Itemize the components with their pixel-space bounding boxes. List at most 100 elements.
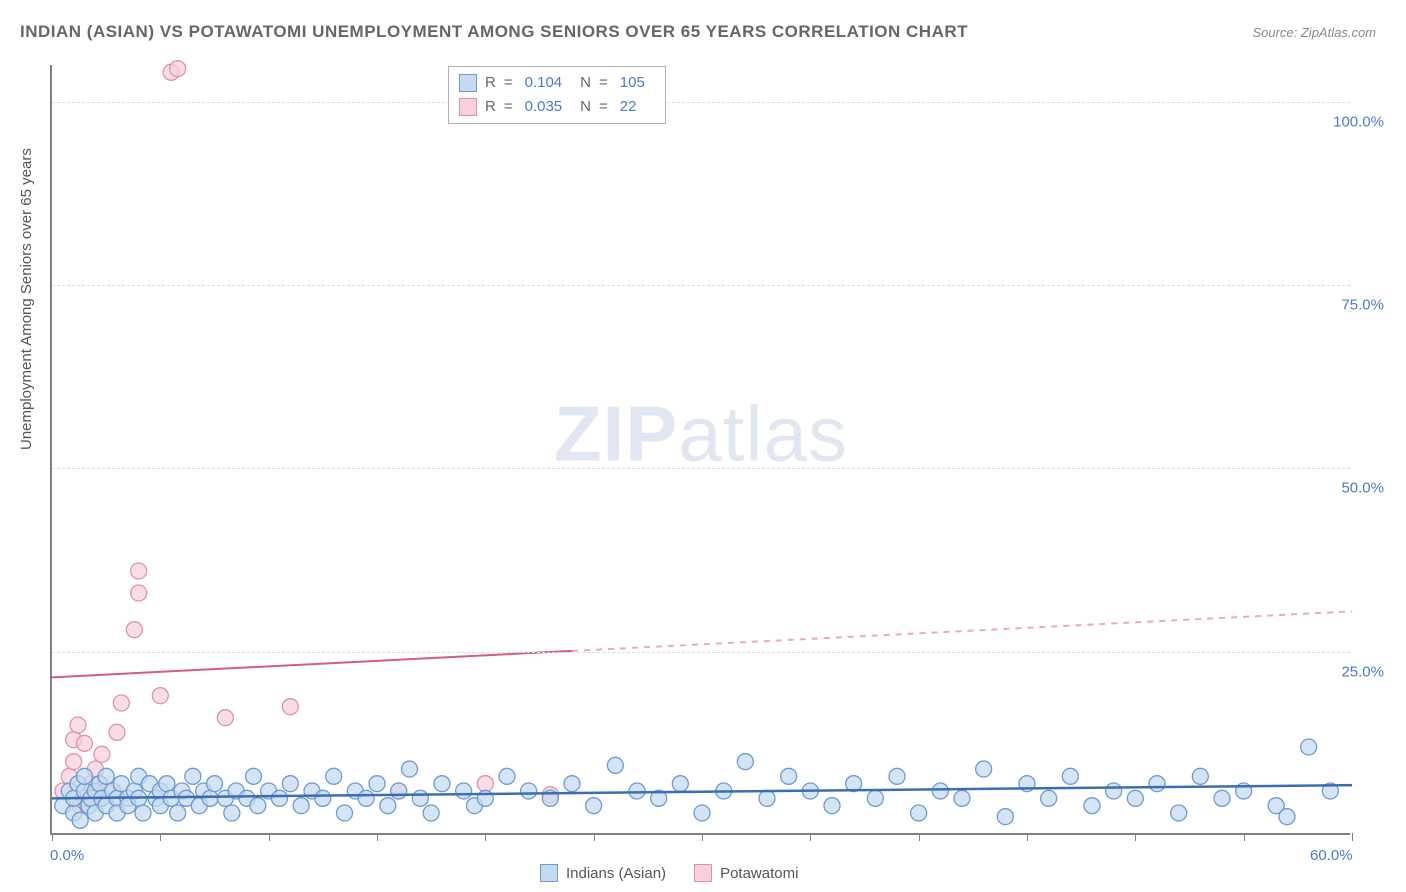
y-tick-label: 50.0% (1341, 480, 1384, 497)
data-point (976, 761, 992, 777)
data-point (1301, 739, 1317, 755)
data-point (456, 783, 472, 799)
gridline (52, 285, 1350, 286)
data-point (170, 805, 186, 821)
x-tick (810, 833, 811, 841)
data-point (564, 776, 580, 792)
data-point (954, 790, 970, 806)
data-point (159, 776, 175, 792)
correlation-legend: R = 0.104 N = 105 R = 0.035 N = 22 (448, 66, 666, 124)
x-tick (485, 833, 486, 841)
data-point (98, 768, 114, 784)
data-point (889, 768, 905, 784)
data-point (224, 805, 240, 821)
gridline (52, 468, 1350, 469)
data-point (66, 754, 82, 770)
data-point (1041, 790, 1057, 806)
data-point (282, 776, 298, 792)
data-point (326, 768, 342, 784)
y-axis-label: Unemployment Among Seniors over 65 years (18, 148, 35, 450)
x-tick (702, 833, 703, 841)
data-point (77, 735, 93, 751)
data-point (997, 809, 1013, 825)
data-point (607, 757, 623, 773)
data-point (202, 790, 218, 806)
x-tick (1135, 833, 1136, 841)
data-point (499, 768, 515, 784)
data-point (272, 790, 288, 806)
data-point (135, 805, 151, 821)
x-tick (52, 833, 53, 841)
data-point (170, 61, 186, 77)
data-point (1279, 809, 1295, 825)
swatch-indian-bottom (540, 864, 558, 882)
data-point (521, 783, 537, 799)
data-point (737, 754, 753, 770)
data-point (1084, 798, 1100, 814)
data-point (1192, 768, 1208, 784)
r-value-indian: 0.104 (525, 71, 563, 95)
data-point (282, 699, 298, 715)
data-point (694, 805, 710, 821)
legend-label-indian: Indians (Asian) (566, 865, 666, 882)
legend-row-indian: R = 0.104 N = 105 (459, 71, 655, 95)
data-point (109, 724, 125, 740)
x-tick (377, 833, 378, 841)
x-tick (919, 833, 920, 841)
data-point (126, 622, 142, 638)
data-point (1214, 790, 1230, 806)
y-tick-label: 100.0% (1333, 113, 1384, 130)
x-tick (594, 833, 595, 841)
data-point (412, 790, 428, 806)
data-point (824, 798, 840, 814)
data-point (672, 776, 688, 792)
data-point (77, 768, 93, 784)
data-point (358, 790, 374, 806)
scatter-plot: ZIPatlas (50, 65, 1350, 835)
data-point (293, 798, 309, 814)
n-value-potawatomi: 22 (620, 95, 637, 119)
data-point (1127, 790, 1143, 806)
data-point (94, 746, 110, 762)
chart-title: INDIAN (ASIAN) VS POTAWATOMI UNEMPLOYMEN… (20, 22, 968, 42)
swatch-indian (459, 74, 477, 92)
data-point (759, 790, 775, 806)
y-tick-label: 25.0% (1341, 663, 1384, 680)
legend-item-indian: Indians (Asian) (540, 864, 666, 882)
data-point (781, 768, 797, 784)
data-point (867, 790, 883, 806)
n-value-indian: 105 (620, 71, 645, 95)
gridline (52, 102, 1350, 103)
gridline (52, 652, 1350, 653)
data-point (131, 563, 147, 579)
data-point (217, 710, 233, 726)
data-point (72, 812, 88, 828)
x-tick (269, 833, 270, 841)
plot-svg (52, 65, 1350, 833)
x-tick-label: 60.0% (1310, 847, 1353, 864)
data-point (434, 776, 450, 792)
data-point (391, 783, 407, 799)
swatch-potawatomi-bottom (694, 864, 712, 882)
data-point (1149, 776, 1165, 792)
data-point (315, 790, 331, 806)
data-point (932, 783, 948, 799)
legend-label-potawatomi: Potawatomi (720, 865, 798, 882)
legend-item-potawatomi: Potawatomi (694, 864, 798, 882)
x-tick (160, 833, 161, 841)
source-attribution: Source: ZipAtlas.com (1252, 25, 1376, 40)
data-point (152, 688, 168, 704)
data-point (337, 805, 353, 821)
swatch-potawatomi (459, 98, 477, 116)
x-tick (1244, 833, 1245, 841)
y-tick-label: 75.0% (1341, 297, 1384, 314)
data-point (423, 805, 439, 821)
series-legend: Indians (Asian) Potawatomi (540, 864, 798, 882)
data-point (629, 783, 645, 799)
x-tick (1027, 833, 1028, 841)
data-point (380, 798, 396, 814)
data-point (185, 768, 201, 784)
data-point (586, 798, 602, 814)
data-point (113, 695, 129, 711)
data-point (70, 717, 86, 733)
